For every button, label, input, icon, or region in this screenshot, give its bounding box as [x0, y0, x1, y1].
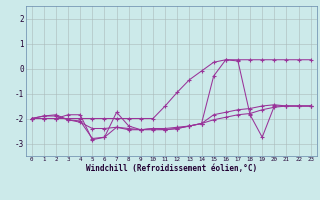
- X-axis label: Windchill (Refroidissement éolien,°C): Windchill (Refroidissement éolien,°C): [86, 164, 257, 173]
